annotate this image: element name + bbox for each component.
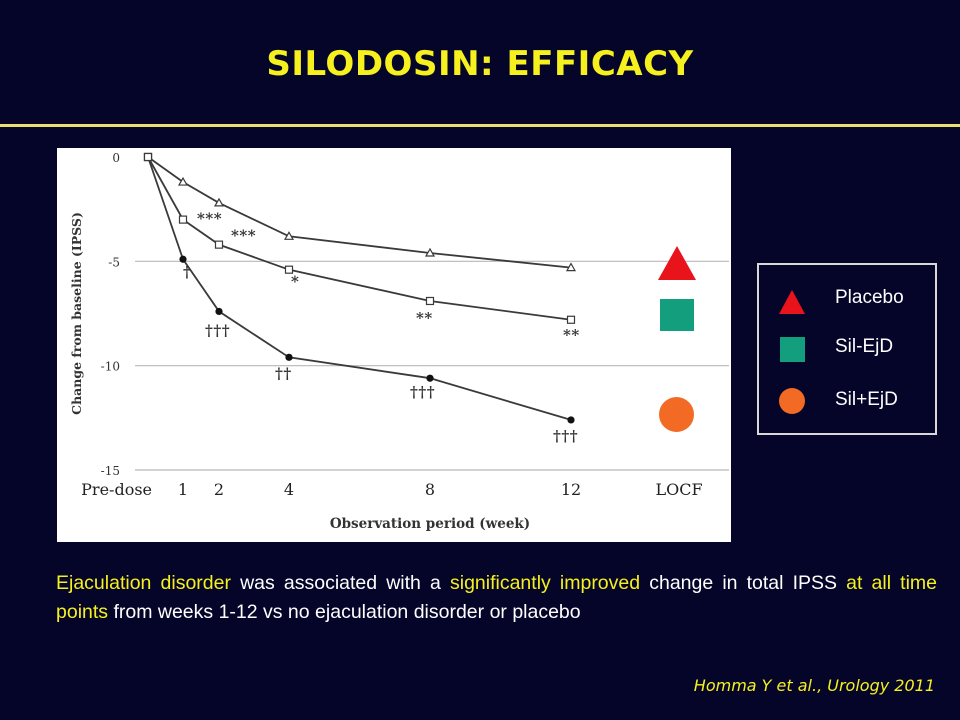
slide-title: SILODOSIN: EFFICACY — [266, 44, 694, 84]
point-placebo — [565, 262, 577, 272]
chart-panel: 0 -5 -10 -15 Change from baseline (IPSS) Pre-… — [57, 148, 731, 542]
significance-annotation: ††† — [205, 321, 230, 339]
y-tick-label: 0 — [112, 151, 120, 165]
y-tick-label: -15 — [101, 464, 120, 478]
point-placebo — [177, 176, 189, 186]
series-line-1 — [147, 156, 572, 321]
significance-annotation: ††† — [410, 383, 435, 401]
x-axis-label: Observation period (week) — [330, 516, 530, 532]
significance-annotation: † — [183, 263, 191, 281]
legend-label-placebo: Placebo — [835, 287, 904, 308]
x-tick-label: LOCF — [655, 480, 702, 499]
point-sil-ejd — [284, 265, 294, 274]
legend-item-placebo: Placebo — [759, 279, 935, 319]
citation: Homma Y et al., Urology 2011 — [693, 676, 935, 695]
significance-annotation: * — [291, 273, 299, 291]
point-placebo — [213, 197, 225, 207]
y-axis-label: Change from baseline (IPSS) — [69, 212, 84, 415]
significance-annotation: *** — [231, 227, 256, 245]
point-sil-ejd — [566, 315, 576, 324]
text-segment: was associated with a — [230, 572, 450, 594]
x-tick-label: 8 — [425, 480, 435, 499]
x-tick-label: 12 — [561, 480, 581, 499]
legend-item-sil-plus-ejd: Sil+EjD — [759, 381, 935, 421]
text-segment: change in total IPSS — [640, 572, 847, 594]
point-sil-plus-ejd — [567, 416, 575, 424]
red-triangle-icon — [779, 290, 805, 314]
point-sil-plus-ejd — [215, 307, 223, 316]
legend-label-sil-ejd: Sil-EjD — [835, 336, 894, 357]
significance-annotation: ** — [416, 309, 433, 327]
x-tick-label: 1 — [178, 480, 188, 499]
orange-circle-icon — [779, 388, 805, 414]
conclusion-text: Ejaculation disorder was associated with… — [56, 569, 937, 627]
point-baseline-2 — [143, 152, 153, 162]
point-sil-ejd — [425, 296, 435, 306]
legend-label-sil-plus-ejd: Sil+EjD — [835, 389, 898, 410]
y-tick-label: -10 — [101, 360, 120, 374]
series-line-0 — [147, 156, 572, 269]
y-tick-label: -5 — [108, 255, 120, 269]
point-sil-plus-ejd — [285, 353, 293, 361]
highlight-significantly-improved: significantly improved — [449, 572, 641, 594]
sil-plus-ejd-circle-marker — [659, 397, 694, 432]
placebo-triangle-marker — [658, 246, 696, 280]
highlight-ejaculation-disorder: Ejaculation disorder — [56, 572, 231, 594]
point-sil-plus-ejd — [426, 374, 434, 382]
title-underline — [0, 124, 960, 127]
highlight-all-time-points: at all time points — [56, 572, 938, 623]
legend-item-sil-ejd: Sil-EjD — [759, 328, 935, 368]
series-line-2 — [147, 156, 572, 421]
ipss-line-chart: 0 -5 -10 -15 Change from baseline (IPSS) Pre-… — [69, 151, 729, 532]
x-tick-label: 4 — [284, 480, 294, 499]
point-placebo — [283, 231, 295, 240]
text-segment: from weeks 1-12 vs no ejaculation disord… — [108, 601, 581, 623]
x-tick-label: 2 — [214, 480, 224, 499]
point-sil-ejd — [214, 240, 224, 249]
point-sil-plus-ejd — [179, 255, 187, 263]
green-square-icon — [780, 337, 805, 362]
x-tick-label: Pre-dose — [81, 480, 152, 499]
significance-annotation: †† — [275, 364, 292, 382]
sil-ejd-square-marker — [660, 299, 694, 331]
significance-annotation: *** — [197, 210, 222, 228]
significance-annotation: ** — [563, 326, 580, 344]
point-placebo — [424, 247, 436, 257]
significance-annotation: ††† — [553, 427, 578, 445]
legend-box: Placebo Sil-EjD Sil+EjD — [757, 263, 937, 435]
point-sil-ejd — [178, 215, 188, 224]
